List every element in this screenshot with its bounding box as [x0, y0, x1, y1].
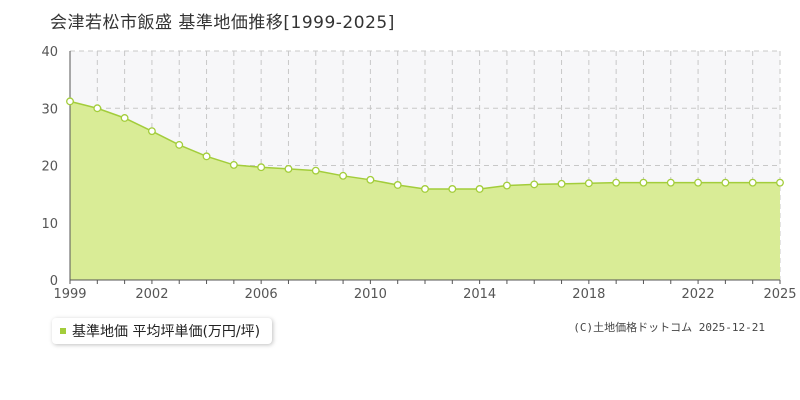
data-point	[557, 179, 566, 188]
data-point	[311, 166, 320, 175]
axes: 0 10 20 30 40 1999 2002 2006 2010 2014 2018 2022 202…	[41, 45, 796, 302]
data-point	[147, 127, 156, 136]
data-point	[120, 114, 129, 122]
data-point	[530, 180, 539, 189]
y-tick-label: 0	[50, 274, 58, 289]
credit-text: (C)土地価格ドットコム 2025-12-21	[573, 321, 765, 334]
data-point	[666, 178, 675, 187]
y-tick-label: 40	[41, 45, 58, 60]
data-point	[284, 164, 293, 173]
data-point	[475, 185, 484, 193]
data-point	[776, 178, 784, 187]
data-point	[257, 163, 266, 172]
data-point	[229, 160, 238, 169]
data-point	[339, 171, 348, 180]
data-point	[393, 181, 402, 189]
legend-label: 基準地価 平均坪単価(万円/坪)	[72, 324, 261, 340]
data-point	[584, 179, 593, 188]
chart-title: 会津若松市飯盛 基準地価推移[1999-2025]	[50, 13, 395, 33]
data-point	[202, 152, 211, 161]
x-tick-label: 2010	[354, 287, 387, 302]
x-tick-label: 2025	[763, 287, 796, 302]
data-point	[366, 175, 375, 184]
data-point	[639, 178, 648, 187]
data-point	[448, 185, 457, 193]
x-tick-label: 2006	[245, 287, 278, 302]
data-point	[721, 178, 730, 187]
x-tick-label: 2014	[463, 287, 496, 302]
x-tick-label: 2022	[682, 287, 715, 302]
points-layer	[66, 97, 784, 193]
y-tick-label: 20	[41, 160, 58, 175]
x-tick-label: 1999	[53, 287, 86, 302]
legend-swatch	[60, 328, 66, 334]
data-point	[612, 178, 621, 187]
x-tick-label: 2018	[572, 287, 605, 302]
data-point	[421, 185, 429, 193]
data-point	[175, 140, 184, 149]
data-point	[502, 181, 511, 190]
data-point	[93, 104, 102, 113]
data-point	[694, 178, 703, 187]
data-point	[748, 178, 757, 187]
y-tick-label: 10	[41, 217, 58, 232]
data-point	[66, 97, 74, 106]
x-tick-label: 2002	[135, 287, 168, 302]
y-tick-label: 30	[41, 102, 58, 117]
legend: 基準地価 平均坪単価(万円/坪)	[52, 318, 273, 344]
